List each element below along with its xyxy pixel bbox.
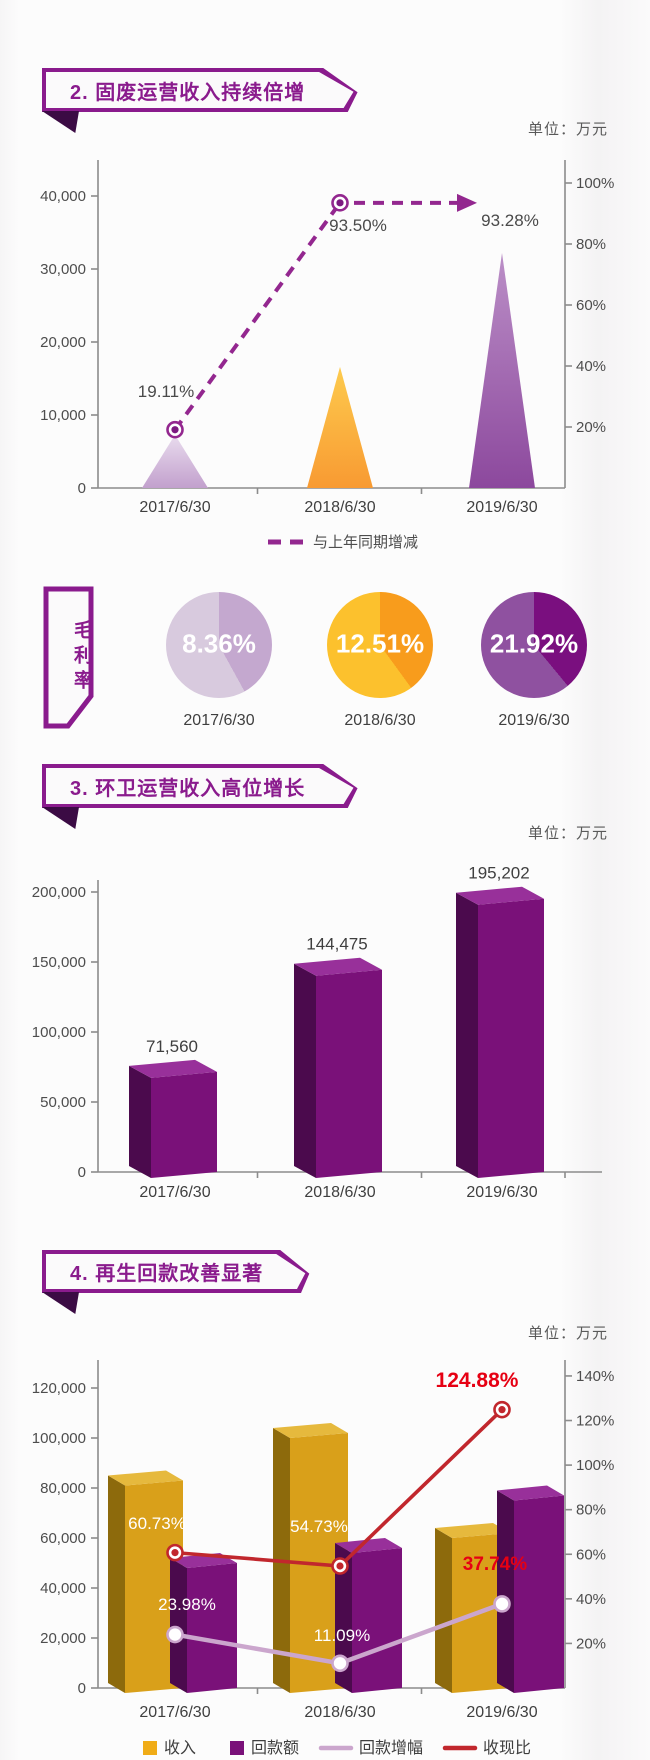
svg-text:2019/6/30: 2019/6/30 [466,499,537,516]
svg-text:40,000: 40,000 [40,188,86,205]
unit-label-recycling: 单位：万元 [527,1325,608,1342]
banner-face [46,768,354,804]
svg-text:10,000: 10,000 [40,407,86,424]
svg-text:144,475: 144,475 [306,935,367,954]
svg-text:2019/6/30: 2019/6/30 [466,1704,537,1721]
svg-text:54.73%: 54.73% [290,1517,348,1536]
svg-text:20%: 20% [576,419,606,436]
svg-text:120,000: 120,000 [32,1380,86,1397]
svg-text:93.28%: 93.28% [481,211,539,230]
section-title-sanitation: 3. 环卫运营收入高位增长 [70,777,306,800]
svg-text:80%: 80% [576,236,606,253]
banner-face [46,1254,306,1289]
svg-text:150,000: 150,000 [32,954,86,971]
svg-text:100%: 100% [576,175,614,192]
svg-text:140%: 140% [576,1368,614,1385]
section-banner-sanitation: 3. 环卫运营收入高位增长 [42,764,369,808]
section-title-solid-waste: 2. 固废运营收入持续倍增 [70,81,306,104]
svg-text:60%: 60% [576,1546,606,1563]
recycling-collection-chart: 0 20,000 40,000 60,000 80,000 100,000 120,000 2… [32,1360,614,1757]
svg-text:20,000: 20,000 [40,1630,86,1647]
svg-text:60,000: 60,000 [40,1530,86,1547]
svg-text:2019/6/30: 2019/6/30 [466,1184,537,1201]
svg-text:收现比: 收现比 [483,1739,531,1757]
svg-text:200,000: 200,000 [32,884,86,901]
solid-waste-revenue-chart: 0 10,000 20,000 30,000 40,000 20% 40% 60% 80% 100… [40,160,614,551]
svg-text:100,000: 100,000 [32,1430,86,1447]
svg-text:40%: 40% [576,358,606,375]
svg-text:0: 0 [78,1164,86,1181]
svg-text:71,560: 71,560 [146,1037,198,1056]
unit-label-sanitation: 单位：万元 [527,825,608,842]
pie-value-2017: 8.36% [182,628,256,659]
svg-text:30,000: 30,000 [40,261,86,278]
svg-text:0: 0 [78,1680,86,1697]
svg-text:2018/6/30: 2018/6/30 [304,499,375,516]
banner-face [46,72,354,108]
pie-value-2019: 21.92% [489,628,579,659]
svg-text:80%: 80% [576,1502,606,1519]
svg-text:60%: 60% [576,297,606,314]
gross-margin-pie-2017: 8.36% [166,592,272,698]
pie-date-2017: 2017/6/30 [183,712,255,729]
svg-text:收入: 收入 [164,1739,196,1757]
pie-value-2018: 12.51% [335,628,425,659]
svg-text:2017/6/30: 2017/6/30 [139,1704,210,1721]
svg-text:40,000: 40,000 [40,1580,86,1597]
svg-text:37.74%: 37.74% [463,1554,528,1575]
gross-margin-banner: 毛利率 [43,586,95,730]
svg-text:20%: 20% [576,1635,606,1652]
svg-text:80,000: 80,000 [40,1480,86,1497]
banner-fold-icon [42,1292,79,1314]
pie-date-2019: 2019/6/30 [498,712,570,729]
svg-text:120%: 120% [576,1413,614,1430]
section-banner-recycling: 4. 再生回款改善显著 [42,1250,319,1293]
banner-fold-icon [42,807,79,829]
svg-text:2017/6/30: 2017/6/30 [139,1184,210,1201]
svg-text:回款额: 回款额 [251,1739,299,1757]
gross-margin-banner-shape [43,586,94,729]
svg-text:与上年同期增减: 与上年同期增减 [313,534,418,551]
section-title-recycling: 4. 再生回款改善显著 [70,1263,264,1285]
svg-text:2018/6/30: 2018/6/30 [304,1184,375,1201]
svg-text:60.73%: 60.73% [128,1514,186,1533]
svg-text:23.98%: 23.98% [158,1595,216,1614]
svg-text:0: 0 [78,480,86,497]
section-banner-solid-waste: 2. 固废运营收入持续倍增 [42,68,369,112]
svg-text:11.09%: 11.09% [314,1626,370,1645]
svg-text:2018/6/30: 2018/6/30 [304,1704,375,1721]
svg-text:40%: 40% [576,1591,606,1608]
svg-text:回款增幅: 回款增幅 [359,1739,423,1757]
banner-fold-icon [42,111,79,133]
svg-text:19.11%: 19.11% [138,382,194,401]
sanitation-revenue-chart: 0 50,000 100,000 150,000 200,000 71,560 144,47… [32,864,602,1201]
pie-date-2018: 2018/6/30 [344,712,416,729]
svg-text:100%: 100% [576,1457,614,1474]
svg-text:195,202: 195,202 [468,864,529,883]
svg-text:20,000: 20,000 [40,334,86,351]
svg-text:100,000: 100,000 [32,1024,86,1041]
unit-label-solid-waste: 单位：万元 [527,121,608,138]
svg-text:2017/6/30: 2017/6/30 [139,499,210,516]
gross-margin-label: 毛利率 [71,619,92,695]
gross-margin-pie-2018: 12.51% [327,592,433,698]
svg-text:93.50%: 93.50% [329,216,387,235]
svg-text:50,000: 50,000 [40,1094,86,1111]
svg-text:124.88%: 124.88% [436,1369,519,1392]
gross-margin-pie-2019: 21.92% [481,592,587,698]
